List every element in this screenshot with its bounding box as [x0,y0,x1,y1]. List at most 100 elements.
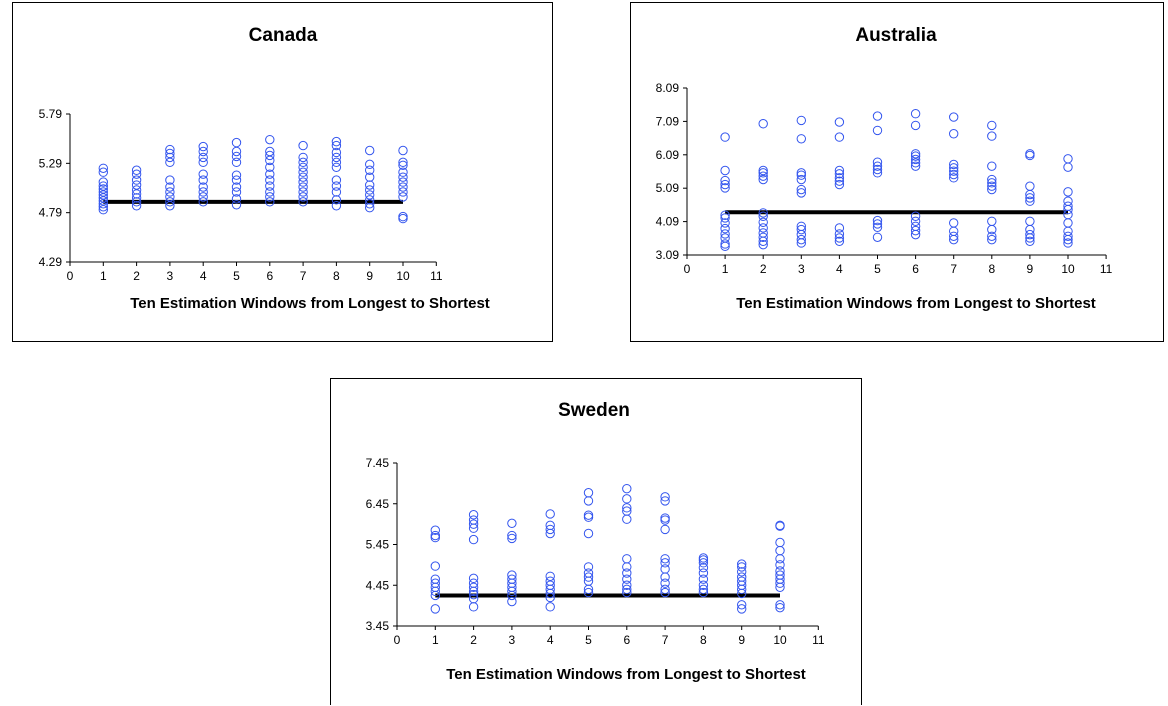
data-point [698,553,709,563]
data-point [987,216,997,226]
data-point [545,520,555,531]
data-point [265,197,275,207]
y-tick-label: 5.09 [656,181,680,195]
data-point [583,572,594,582]
x-tick-label: 10 [396,269,410,283]
data-point [265,162,275,172]
data-point [872,232,883,242]
data-point [622,483,632,494]
chart-australia: Australia 3.09 4.09 5.09 6.09 7.09 8.09 0 1 2 3 4 5… [656,25,1113,312]
y-tick-label: 3.09 [656,248,680,262]
data-point [758,174,768,185]
data-point [545,576,555,586]
data-point [430,561,441,571]
data-point [468,534,479,545]
data-point [720,233,730,243]
data-point [910,225,921,236]
data-point [775,545,785,556]
data-point [910,120,921,131]
data-point [198,141,208,152]
data-point [398,160,408,171]
data-point [622,562,632,572]
data-point [231,182,242,192]
data-point [910,216,921,226]
data-point [331,201,342,211]
data-point [1025,196,1035,206]
data-point [1063,196,1073,206]
data-point [131,180,142,190]
data-point [98,167,109,177]
data-point [622,503,632,513]
data-point [265,134,275,145]
plot-area: 4.29 4.79 5.29 5.79 0 1 2 3 4 5 6 7 8 9 10 11 [39,107,443,283]
data-point [720,229,730,239]
data-point [231,200,242,210]
data-point [430,525,441,535]
x-tick-label: 8 [988,262,995,276]
x-tick-label: 3 [798,262,805,276]
data-point [660,492,670,502]
data-point [468,519,479,529]
data-point [98,177,109,187]
data-point [796,188,807,198]
data-point [949,218,959,228]
data-point [198,175,208,185]
data-point [398,157,408,168]
data-point [796,224,807,235]
data-point [720,179,730,190]
data-point [660,496,670,506]
data-point [98,184,109,194]
data-point [1025,229,1035,240]
data-point [872,125,883,136]
data-point [165,175,175,185]
data-point [165,187,175,197]
data-point [265,169,275,179]
data-point [231,194,242,204]
data-point [398,177,408,187]
data-point [949,231,959,241]
data-point [987,131,997,141]
x-tick-label: 5 [233,269,240,283]
data-point [1063,226,1073,236]
data-point [660,572,670,582]
data-point [910,211,921,221]
data-point [231,175,242,185]
x-tick-label: 1 [100,269,107,283]
data-point [298,187,308,197]
y-tick-label: 3.45 [366,619,390,633]
y-tick-label: 8.09 [656,81,680,95]
x-tick-label: 0 [67,269,74,283]
data-point [872,219,883,229]
data-point [834,117,845,127]
data-point [698,587,709,598]
data-point [331,162,342,172]
data-point [796,134,807,144]
data-point [131,197,142,207]
data-point [910,158,921,168]
data-point [468,593,479,604]
x-tick-label: 5 [585,633,592,647]
data-point [331,157,342,168]
x-tick-label: 4 [547,633,554,647]
data-point [198,152,208,163]
data-point [622,554,632,564]
data-point [131,193,142,203]
data-point [165,152,175,163]
x-tick-label: 6 [912,262,919,276]
data-point [775,560,785,570]
data-point [758,228,768,238]
data-point [545,571,555,581]
data-point [720,239,730,249]
data-point [507,574,517,584]
data-point [622,580,632,590]
data-point [545,524,555,535]
data-point [834,169,845,179]
data-point [758,208,768,218]
x-tick-label: 1 [722,262,729,276]
y-tick-label: 6.09 [656,148,680,162]
data-point [331,147,342,158]
data-point [365,180,375,190]
data-point [949,159,959,170]
data-point [331,152,342,163]
data-point [398,182,408,192]
